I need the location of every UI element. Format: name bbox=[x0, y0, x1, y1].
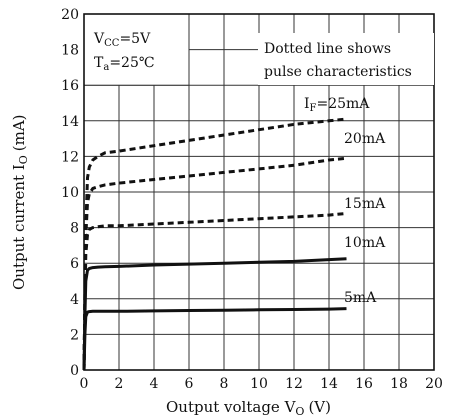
x-axis-label: Output voltage VO (V) bbox=[166, 398, 331, 418]
note-line-2: pulse characteristics bbox=[264, 64, 412, 80]
series-line-4 bbox=[82, 307, 347, 371]
x-tick-label: 0 bbox=[80, 376, 89, 392]
x-tick-label: 2 bbox=[115, 376, 124, 392]
series-label-15ma: 15mA bbox=[344, 196, 386, 212]
y-tick-label: 6 bbox=[70, 256, 79, 272]
y-tick-label: 12 bbox=[61, 149, 79, 165]
x-tick-label: 8 bbox=[220, 376, 229, 392]
x-tick-label: 16 bbox=[355, 376, 373, 392]
ta-condition: Ta=25℃ bbox=[94, 55, 155, 73]
series-label-25ma: IF=25mA bbox=[304, 96, 370, 114]
note-line-1: Dotted line shows bbox=[264, 41, 391, 57]
conditions-box: VCC=5V Ta=25℃ bbox=[93, 31, 155, 73]
series-labels: IF=25mA 20mA 15mA 10mA 5mA bbox=[304, 96, 386, 306]
series-line-0 bbox=[82, 117, 347, 371]
y-axis-label: Output current IO(mA) bbox=[10, 114, 30, 290]
pulse-note: Dotted line shows pulse characteristics bbox=[258, 33, 434, 85]
vcc-condition: VCC=5V bbox=[93, 31, 151, 49]
series-lines bbox=[82, 117, 347, 371]
y-tick-label: 8 bbox=[70, 221, 79, 237]
note-background bbox=[258, 33, 434, 85]
x-tick-label: 18 bbox=[390, 376, 408, 392]
y-tick-label: 14 bbox=[61, 114, 79, 130]
x-tick-label: 4 bbox=[150, 376, 159, 392]
conditions-box-frame bbox=[83, 13, 190, 86]
series-label-5ma: 5mA bbox=[344, 290, 377, 306]
x-tick-label: 6 bbox=[185, 376, 194, 392]
plot-frame bbox=[83, 13, 435, 371]
tick-labels: 0 2 4 6 8 10 12 14 16 18 20 0 2 4 6 8 10 12 14 16 18 20 bbox=[61, 7, 443, 392]
x-tick-label: 20 bbox=[425, 376, 443, 392]
y-tick-label: 0 bbox=[70, 363, 79, 379]
x-tick-label: 14 bbox=[320, 376, 338, 392]
x-tick-label: 10 bbox=[250, 376, 268, 392]
series-line-1 bbox=[82, 156, 347, 371]
y-tick-label: 2 bbox=[70, 327, 79, 343]
y-tick-label: 4 bbox=[70, 292, 79, 308]
series-line-3 bbox=[82, 257, 347, 371]
y-tick-label: 16 bbox=[61, 78, 79, 94]
y-tick-label: 20 bbox=[61, 7, 79, 23]
series-label-10ma: 10mA bbox=[344, 235, 386, 251]
series-line-2 bbox=[82, 211, 347, 371]
y-tick-label: 10 bbox=[61, 185, 79, 201]
y-tick-label: 18 bbox=[61, 43, 79, 59]
x-tick-label: 12 bbox=[285, 376, 303, 392]
series-label-20ma: 20mA bbox=[344, 131, 386, 147]
